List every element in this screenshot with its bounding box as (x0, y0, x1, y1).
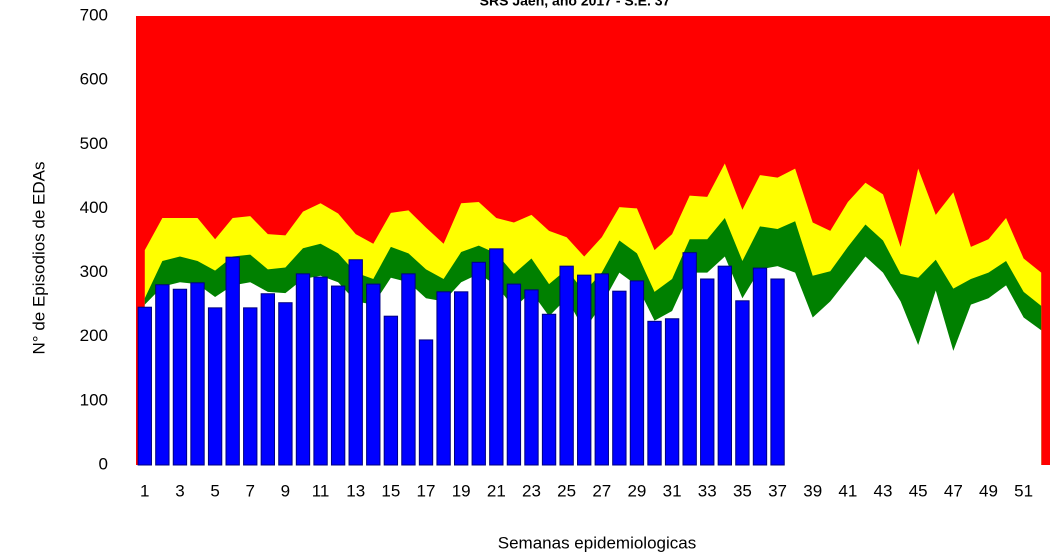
x-tick-label: 35 (733, 481, 752, 500)
bar (418, 339, 434, 466)
x-tick-label: 33 (698, 481, 717, 500)
x-axis-title: Semanas epidemiologicas (498, 533, 696, 552)
x-tick-label: 43 (874, 481, 893, 500)
bar (207, 307, 223, 466)
bar (770, 278, 785, 466)
x-tick-label: 7 (246, 481, 255, 500)
bar (155, 284, 170, 466)
x-tick-label: 27 (592, 481, 611, 500)
plot-area (136, 16, 1050, 466)
bar (330, 285, 346, 466)
y-tick-label: 300 (80, 262, 108, 281)
bar (137, 306, 152, 466)
bar (664, 318, 680, 466)
bar (489, 248, 504, 466)
x-tick-label: 47 (944, 481, 963, 500)
y-tick-label: 700 (80, 5, 108, 24)
y-tick-label: 200 (80, 326, 108, 345)
bar (383, 315, 399, 466)
y-tick-label: 0 (99, 454, 108, 473)
bar (594, 273, 609, 466)
bar (682, 252, 697, 466)
bar (278, 302, 293, 466)
x-tick-label: 41 (838, 481, 857, 500)
y-tick-label: 500 (80, 134, 108, 153)
x-tick-label: 25 (557, 481, 576, 500)
x-tick-label: 1 (140, 481, 149, 500)
x-tick-label: 29 (627, 481, 646, 500)
bar (260, 293, 276, 466)
bar (348, 259, 363, 466)
x-tick-label: 3 (175, 481, 184, 500)
y-tick-label: 400 (80, 198, 108, 217)
x-tick-label: 37 (768, 481, 787, 500)
bar (471, 261, 486, 466)
y-tick-label: 600 (80, 70, 108, 89)
bar (700, 278, 715, 466)
bar (647, 320, 662, 466)
x-tick-label: 15 (381, 481, 400, 500)
bar (295, 273, 311, 466)
bar (612, 290, 627, 466)
bar (559, 265, 574, 466)
bar (313, 276, 328, 466)
x-tick-label: 21 (487, 481, 506, 500)
bar (366, 283, 381, 466)
x-tick-label: 13 (346, 481, 365, 500)
bar (577, 274, 592, 466)
bar (506, 283, 522, 466)
bar (190, 282, 205, 466)
x-tick-label: 9 (281, 481, 290, 500)
bar (735, 300, 750, 466)
bar (172, 288, 188, 466)
x-tick-label: 19 (452, 481, 471, 500)
bar (225, 256, 240, 466)
bar (453, 291, 469, 466)
y-tick-label: 100 (80, 390, 108, 409)
x-tick-label: 45 (909, 481, 928, 500)
x-tick-label: 49 (979, 481, 998, 500)
bar (717, 265, 733, 466)
x-tick-label: 23 (522, 481, 541, 500)
x-tick-label: 17 (417, 481, 436, 500)
x-tick-label: 11 (312, 481, 330, 500)
x-tick-label: 5 (210, 481, 219, 500)
bar (401, 273, 416, 466)
bar (752, 267, 768, 466)
x-tick-label: 31 (663, 481, 682, 500)
bar (243, 307, 258, 466)
chart-title: SRS Jaen, año 2017 - S.E. 37 (480, 0, 671, 9)
bar (524, 289, 539, 466)
bar (629, 280, 645, 466)
x-tick-label: 39 (803, 481, 822, 500)
bar (541, 313, 557, 466)
y-axis-title: N° de Episodios de EDAs (29, 162, 48, 355)
bar (436, 291, 451, 466)
x-tick-label: 51 (1014, 481, 1033, 500)
